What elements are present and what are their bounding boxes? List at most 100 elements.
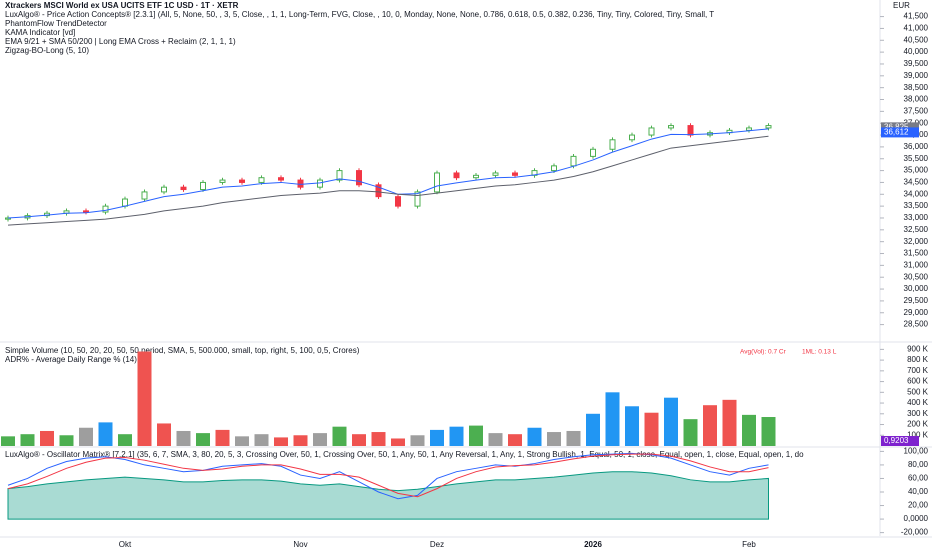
y-tick-label: 20,00 xyxy=(908,501,929,510)
candle-body xyxy=(180,186,187,191)
volume-bar xyxy=(1,436,15,446)
y-tick-label: 36,000 xyxy=(904,142,929,151)
candle-body xyxy=(102,205,109,213)
volume-bar xyxy=(761,417,776,446)
candle-body xyxy=(473,174,479,179)
y-tick-label: 33,000 xyxy=(904,213,929,222)
y-tick-label: 30,500 xyxy=(904,272,929,281)
volume-bar xyxy=(254,434,269,446)
candle-body xyxy=(570,155,577,167)
y-tick-label: 34,000 xyxy=(904,189,929,198)
volume-bar xyxy=(508,434,522,446)
volume-bar xyxy=(722,399,737,446)
candle-body xyxy=(687,125,694,136)
candle-body xyxy=(297,179,304,188)
volume-bar xyxy=(20,434,35,446)
candle-body xyxy=(239,179,245,183)
badge-label: 0,9203 xyxy=(884,436,909,445)
y-tick-label: 30,000 xyxy=(904,284,929,293)
y-tick-label: 29,000 xyxy=(904,308,929,317)
indicator-legend: KAMA Indicator [vd] xyxy=(5,28,75,37)
volume-bar xyxy=(469,425,483,446)
indicator-legend: Zigzag-BO-Long (5, 10) xyxy=(5,46,89,55)
volume-bar xyxy=(605,392,620,446)
y-tick-label: 41,500 xyxy=(904,12,929,21)
volume-bar xyxy=(430,429,444,446)
y-tick-label: 100,00 xyxy=(904,446,929,455)
candle-body xyxy=(765,125,772,129)
candle-body xyxy=(414,191,421,207)
indicator-legend: EMA 9/21 + SMA 50/200 | Long EMA Cross +… xyxy=(5,37,236,46)
indicator-legend: ADR% - Average Daily Range % (14) xyxy=(5,355,137,364)
moving-average-line xyxy=(7,135,769,226)
candle-body xyxy=(629,134,635,141)
y-tick-label: 31,000 xyxy=(904,260,929,269)
y-tick-label: 40,000 xyxy=(904,47,929,56)
candle-body xyxy=(609,139,616,150)
y-tick-label: 33,500 xyxy=(904,201,929,210)
volume-bar xyxy=(196,433,210,446)
indicator-legend: LuxAlgo® - Price Action Concepts® [2.3.1… xyxy=(5,10,714,19)
y-tick-label: 34,500 xyxy=(904,178,929,187)
price-marker xyxy=(881,127,919,138)
y-tick-label: 600 K xyxy=(907,377,929,386)
x-tick-label: Feb xyxy=(742,540,756,549)
volume-bar xyxy=(410,435,425,446)
candle-body xyxy=(648,127,655,136)
candle-body xyxy=(122,198,128,207)
price-marker-label: 36,612 xyxy=(884,128,909,137)
y-tick-label: 60,00 xyxy=(908,474,929,483)
y-tick-label: 900 K xyxy=(907,344,929,353)
y-tick-label: 38,500 xyxy=(904,83,929,92)
volume-bar xyxy=(98,422,113,446)
candle-body xyxy=(395,196,401,207)
y-tick-label: 0,0000 xyxy=(904,514,929,523)
y-tick-label: 37,500 xyxy=(904,106,929,115)
candle-body xyxy=(258,177,265,183)
x-tick-label: 2026 xyxy=(584,540,602,549)
y-tick-label: 38,000 xyxy=(904,95,929,104)
x-tick-label: Nov xyxy=(293,540,307,549)
volume-note: 1ML: 0.13 L xyxy=(802,349,837,356)
volume-bar xyxy=(332,426,347,446)
volume-bar xyxy=(59,435,74,446)
indicator-legend: Simple Volume (10, 50, 20, 20, 50, 50 pe… xyxy=(5,346,360,355)
volume-bar xyxy=(664,397,678,446)
y-tick-label: 400 K xyxy=(907,398,929,407)
candle-body xyxy=(317,179,323,188)
y-tick-label: 800 K xyxy=(907,355,929,364)
volume-bar xyxy=(215,429,230,446)
volume-bar xyxy=(586,413,600,446)
y-tick-label: 700 K xyxy=(907,366,929,375)
volume-bar xyxy=(488,433,503,446)
volume-bar xyxy=(235,436,249,446)
volume-bar xyxy=(79,427,93,446)
candle-body xyxy=(141,191,148,200)
y-tick-label: -20,000 xyxy=(901,528,929,537)
volume-bar xyxy=(274,437,288,446)
candle-body xyxy=(668,125,674,129)
candle-body xyxy=(551,165,557,172)
badge-box xyxy=(881,436,919,446)
y-tick-label: 28,500 xyxy=(904,320,929,329)
volume-bar xyxy=(742,414,756,446)
y-tick-label: 29,500 xyxy=(904,296,929,305)
volume-bar xyxy=(157,423,171,446)
volume-bar xyxy=(566,430,581,446)
volume-bar xyxy=(449,426,464,446)
y-tick-label: 35,000 xyxy=(904,166,929,175)
currency: EUR xyxy=(893,1,910,10)
volume-bar xyxy=(371,432,386,446)
y-tick-label: 39,000 xyxy=(904,71,929,80)
candle-body xyxy=(161,186,167,193)
price-marker xyxy=(881,122,919,133)
volume-bar xyxy=(352,434,366,446)
volume-bar xyxy=(176,430,191,446)
chart-title: Xtrackers MSCI World ex USA UCITS ETF 1C… xyxy=(5,1,239,10)
y-tick-label: 35,500 xyxy=(904,154,929,163)
y-tick-label: 40,00 xyxy=(908,487,929,496)
volume-bar xyxy=(625,406,639,446)
volume-bar xyxy=(313,433,327,446)
